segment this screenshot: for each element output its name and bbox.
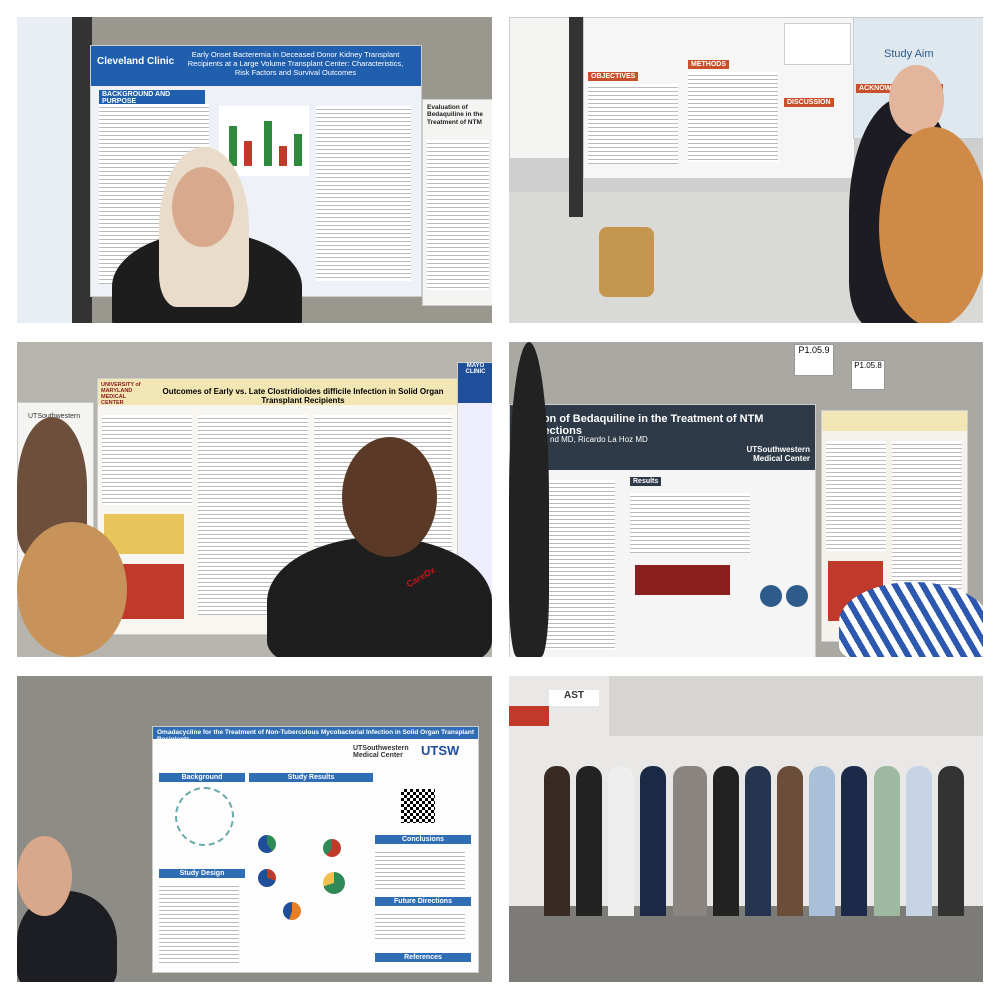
- poster-section: Study Results: [249, 773, 373, 782]
- poster-section: Study Aim: [884, 48, 934, 60]
- poster-title: Early Onset Bacteremia in Deceased Donor…: [187, 50, 404, 77]
- person: [17, 522, 127, 657]
- photo-panel: Omadacycline for the Treatment of Non-Tu…: [17, 676, 492, 982]
- photo-panel: OBJECTIVES METHODS DISCUSSION ACKNOWLEDG…: [509, 17, 983, 323]
- poster-brand: MAYO CLINIC: [458, 363, 492, 403]
- poster-logo: UTSW: [421, 743, 460, 758]
- poster-text: [316, 106, 411, 281]
- poster-pie: [760, 585, 782, 607]
- person: [879, 127, 983, 323]
- person: [17, 836, 72, 916]
- poster-text: [375, 849, 465, 889]
- poster-title: Evaluation of Bedaquiline in the Treatme…: [427, 104, 483, 126]
- poster-section: BACKGROUND AND PURPOSE: [99, 90, 205, 106]
- poster-section: Study Design: [159, 869, 245, 878]
- carpet: [509, 906, 983, 982]
- poster-section: METHODS: [688, 60, 729, 69]
- booth: [509, 706, 549, 726]
- poster-title: Omadacycline for the Treatment of Non-Tu…: [157, 729, 474, 743]
- poster-text: [826, 441, 886, 551]
- poster-pie: [323, 872, 345, 894]
- poster-diagram: [175, 787, 234, 846]
- person: [267, 537, 492, 657]
- easel: [569, 17, 583, 217]
- poster-header: [822, 411, 967, 431]
- poster-section: DISCUSSION: [784, 98, 834, 107]
- photo-panel: Cleveland Clinic Early Onset Bacteremia …: [17, 17, 492, 323]
- photo-panel: AST: [509, 676, 983, 982]
- poster-chart: [219, 106, 309, 176]
- poster-brand: UNIVERSITY of MARYLAND MEDICAL CENTER: [101, 382, 141, 406]
- person: [889, 65, 944, 135]
- poster-title: Outcomes of Early vs. Late Clostridioide…: [162, 387, 444, 405]
- poster: Omadacycline for the Treatment of Non-Tu…: [152, 726, 479, 973]
- qr-code: [401, 789, 435, 823]
- person: [839, 582, 983, 657]
- poster: OBJECTIVES METHODS DISCUSSION: [583, 17, 855, 179]
- poster-table: [630, 493, 750, 553]
- poster-pie: [258, 835, 276, 853]
- ceiling: [609, 676, 983, 736]
- poster: MAYO CLINIC: [457, 362, 492, 594]
- poster-section: Results: [630, 477, 662, 486]
- poster-section: OBJECTIVES: [588, 72, 639, 81]
- poster-section: References: [375, 953, 471, 962]
- poster-pie: [258, 869, 276, 887]
- poster-text: [427, 140, 489, 290]
- poster-edge: [17, 17, 77, 323]
- poster-header: [510, 405, 815, 470]
- poster: ction of Bedaquiline in the Treatment of…: [509, 404, 816, 657]
- poster-brand: UTSouthwestern: [28, 413, 80, 420]
- sign: AST: [549, 690, 599, 706]
- poster-section: Background: [159, 773, 245, 782]
- poster: Evaluation of Bedaquiline in the Treatme…: [422, 99, 492, 306]
- poster-text: [375, 911, 465, 941]
- poster-brand: UTSouthwestern Medical Center: [353, 745, 409, 759]
- photo-panel: P1.05.9 P1.05.8 ction of Bedaquiline in …: [509, 342, 983, 657]
- poster: [509, 17, 573, 159]
- poster-header: [91, 46, 421, 86]
- person: [172, 167, 234, 247]
- poster-header: [98, 379, 458, 405]
- person: [342, 437, 437, 557]
- poster-brand: UTSouthwestern Medical Center: [746, 445, 810, 463]
- poster-section: Conclusions: [375, 835, 471, 844]
- poster-pie: [283, 902, 301, 920]
- poster-box: [635, 565, 730, 595]
- group: [544, 766, 964, 916]
- photo-panel: UNIVERSITY of MARYLAND MEDICAL CENTER Ou…: [17, 342, 492, 657]
- poster-tag: P1.05.8: [851, 360, 885, 390]
- person: [509, 342, 549, 657]
- poster-title: ction of Bedaquiline in the Treatment of…: [530, 413, 764, 437]
- poster-pie: [786, 585, 808, 607]
- bag: [599, 227, 654, 297]
- poster-text: [688, 72, 778, 162]
- poster-text: [159, 883, 239, 963]
- poster-authors: nd MD, Ricardo La Hoz MD: [550, 435, 648, 444]
- poster-text: [102, 415, 192, 505]
- poster-section: Future Directions: [375, 897, 471, 906]
- poster-chart: [784, 23, 851, 65]
- poster-text: [588, 84, 678, 164]
- poster-header: [153, 727, 478, 739]
- easel: [72, 17, 92, 323]
- poster-tag: P1.05.9: [794, 344, 834, 376]
- poster-pie: [323, 839, 341, 857]
- poster-brand: Cleveland Clinic: [97, 56, 175, 67]
- poster-box: [104, 514, 184, 554]
